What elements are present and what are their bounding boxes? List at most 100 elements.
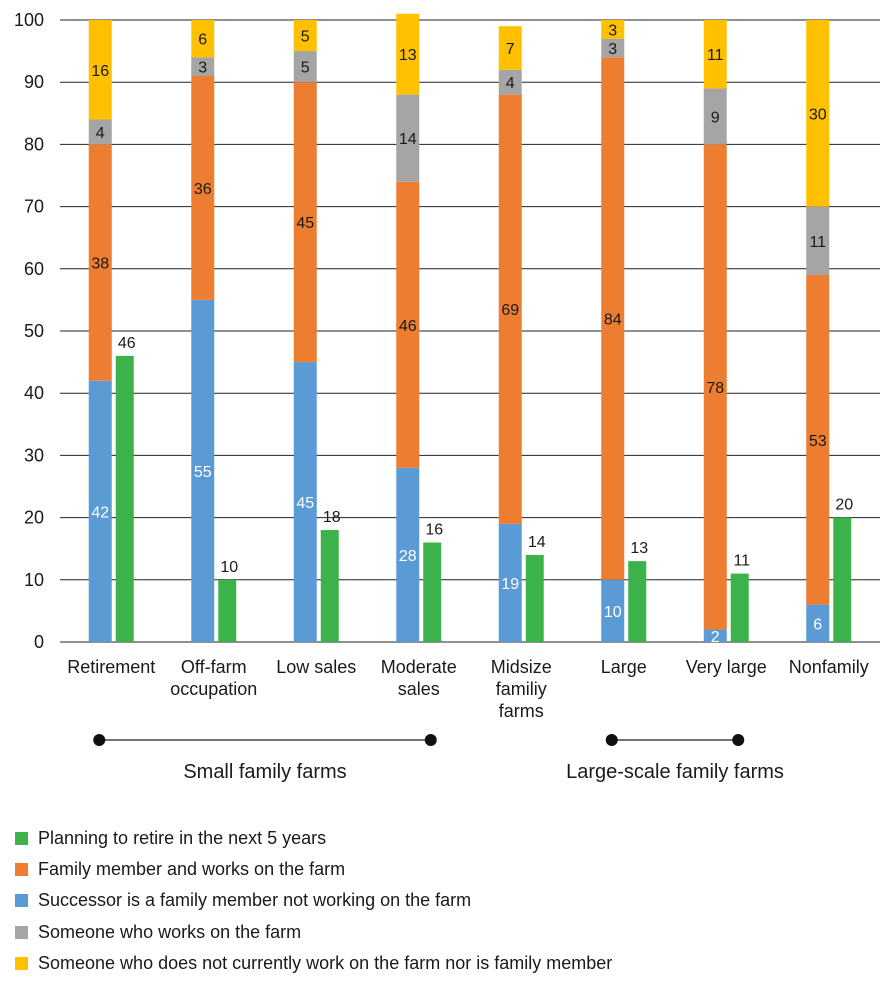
retire-plan-bar [115, 355, 134, 642]
segment-value-label: 11 [809, 234, 826, 251]
segment-value-label: 11 [707, 47, 724, 64]
retire-plan-value-label: 10 [220, 559, 238, 576]
segment-value-label: 19 [501, 576, 519, 593]
segment-value-label: 36 [194, 181, 212, 198]
stacked-bar-segment [498, 94, 522, 524]
segment-value-label: 5 [301, 29, 310, 46]
stacked-bar-segment [293, 362, 317, 642]
stacked-bar-segment [498, 69, 522, 95]
retire-plan-value-label: 16 [425, 521, 443, 538]
segment-value-label: 46 [399, 318, 417, 335]
segment-value-label: 69 [501, 302, 519, 319]
stacked-bar-segment [498, 523, 522, 642]
retire-plan-bar [320, 530, 339, 642]
stacked-bar-segment [806, 604, 830, 642]
group-bracket-dot [93, 734, 106, 746]
stacked-bar-segment [806, 20, 830, 207]
segment-value-label: 3 [608, 41, 617, 58]
stacked-bar-segment [88, 144, 112, 381]
stacked-bar-segment [191, 57, 215, 76]
stacked-bar-segment [806, 206, 830, 276]
y-tick-label: 50 [24, 321, 44, 341]
y-tick-label: 80 [24, 134, 44, 154]
y-tick-label: 60 [24, 259, 44, 279]
stacked-bar-segment [396, 13, 420, 95]
legend-swatch [15, 894, 28, 908]
x-category-label: Large [601, 657, 647, 677]
y-tick-label: 90 [24, 72, 44, 92]
x-axis-categories: Retirement Off-farm occupation Low sales Mod… [67, 657, 869, 721]
legend-label: Planning to retire in the next 5 years [38, 828, 327, 849]
stacked-bar-segment [703, 629, 727, 642]
stacked-bar-segment [88, 380, 112, 642]
retire-plan-bar [423, 542, 442, 642]
legend-swatch [15, 925, 28, 939]
legend-swatch [15, 832, 28, 846]
retire-plan-value-label: 46 [118, 335, 136, 352]
stacked-bar-segment [191, 20, 215, 58]
y-axis-ticks: 0 10 20 30 40 50 60 70 80 90 100 [14, 10, 44, 652]
stacked-bar-segment [396, 467, 420, 642]
stacked-bar-segment [703, 20, 727, 89]
segment-value-label: 55 [194, 464, 212, 481]
segment-value-label: 42 [91, 504, 109, 521]
group-bracket-dot [732, 734, 745, 746]
stacked-bar-segment [396, 94, 420, 182]
retire-plan-bar [833, 517, 852, 642]
stacked-bar-segment [601, 20, 625, 39]
stacked-bar-segment [703, 88, 727, 145]
segment-value-label: 28 [399, 548, 417, 565]
y-tick-label: 10 [24, 570, 44, 590]
group-label: Small family farms [183, 761, 346, 783]
segment-value-label: 3 [608, 22, 617, 39]
y-tick-label: 20 [24, 508, 44, 528]
legend-swatch [15, 863, 28, 877]
category-groups: Small family farms Large-scale family far… [93, 734, 784, 783]
y-tick-label: 70 [24, 197, 44, 217]
x-category-label: Very large [686, 657, 767, 677]
segment-value-label: 4 [506, 75, 515, 92]
segment-value-label: 84 [604, 312, 622, 329]
stacked-bar-segment [601, 579, 625, 642]
group-bracket-dot [605, 734, 618, 746]
segment-value-label: 14 [399, 131, 417, 148]
segment-value-label: 6 [813, 616, 822, 633]
stacked-bar-segment [88, 20, 112, 120]
segment-value-label: 3 [198, 60, 207, 77]
segment-value-label: 30 [809, 106, 827, 123]
legend-item: Someone who works on the farm [15, 917, 612, 948]
retire-plan-value-label: 18 [323, 509, 341, 526]
x-category-label: Nonfamily [789, 657, 869, 677]
x-category-label: Midsize familiy farms [491, 657, 552, 721]
stacked-bar-segment [293, 51, 317, 83]
retire-plan-value-label: 14 [528, 534, 546, 551]
legend-item: Planning to retire in the next 5 years [15, 823, 612, 854]
segment-value-label: 6 [198, 32, 207, 49]
segment-value-label: 13 [399, 47, 417, 64]
legend-label: Someone who works on the farm [38, 921, 302, 942]
legend-item: Someone who does not currently work on t… [15, 948, 612, 979]
stacked-bar-segment [293, 82, 317, 363]
group-label: Large-scale family farms [566, 761, 784, 783]
x-category-label: Low sales [276, 657, 356, 677]
stacked-bar-segment [806, 275, 830, 605]
bars [88, 13, 852, 642]
stacked-bar-segment [88, 119, 112, 145]
legend-swatch [15, 956, 28, 970]
retire-plan-bar [730, 573, 749, 642]
retire-plan-bar [525, 554, 544, 642]
segment-value-label: 78 [706, 380, 724, 397]
retire-plan-value-label: 11 [733, 553, 750, 570]
retire-plan-value-label: 20 [835, 497, 853, 514]
x-category-label: Moderate sales [381, 657, 457, 699]
legend-item: Successor is a family member not working… [15, 885, 612, 916]
segment-value-label: 16 [91, 63, 109, 80]
segment-value-label: 2 [711, 629, 720, 646]
stacked-bar-segment [498, 26, 522, 70]
retire-plan-bar [628, 561, 647, 642]
legend-label: Someone who does not currently work on t… [38, 952, 613, 973]
segment-value-label: 7 [506, 41, 515, 58]
segment-value-label: 5 [301, 60, 310, 77]
y-tick-label: 0 [34, 632, 44, 652]
